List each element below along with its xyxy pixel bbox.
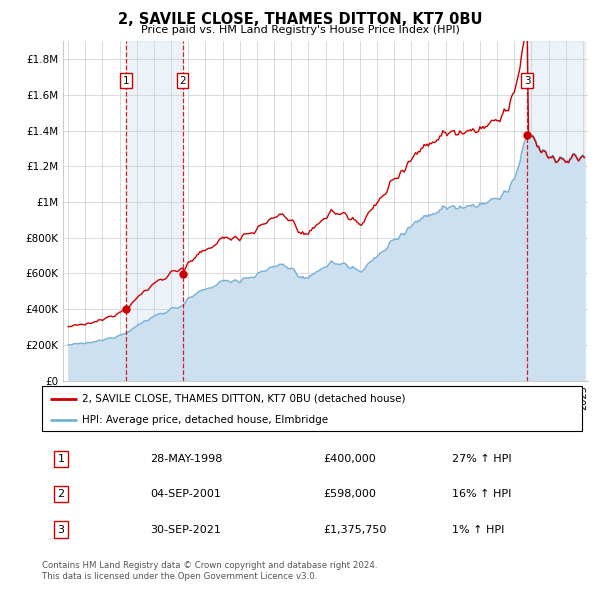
Text: 30-SEP-2021: 30-SEP-2021 bbox=[150, 525, 221, 535]
Text: Contains HM Land Registry data © Crown copyright and database right 2024.: Contains HM Land Registry data © Crown c… bbox=[42, 560, 377, 569]
Text: 2: 2 bbox=[179, 76, 186, 86]
Text: HPI: Average price, detached house, Elmbridge: HPI: Average price, detached house, Elmb… bbox=[83, 415, 329, 425]
Text: This data is licensed under the Open Government Licence v3.0.: This data is licensed under the Open Gov… bbox=[42, 572, 317, 581]
Text: 3: 3 bbox=[58, 525, 64, 535]
Text: 2, SAVILE CLOSE, THAMES DITTON, KT7 0BU: 2, SAVILE CLOSE, THAMES DITTON, KT7 0BU bbox=[118, 12, 482, 27]
Text: 1: 1 bbox=[122, 76, 129, 86]
Text: 2, SAVILE CLOSE, THAMES DITTON, KT7 0BU (detached house): 2, SAVILE CLOSE, THAMES DITTON, KT7 0BU … bbox=[83, 394, 406, 404]
Text: 04-SEP-2001: 04-SEP-2001 bbox=[150, 489, 221, 499]
Text: 28-MAY-1998: 28-MAY-1998 bbox=[150, 454, 223, 464]
Text: 3: 3 bbox=[524, 76, 530, 86]
Text: 27% ↑ HPI: 27% ↑ HPI bbox=[452, 454, 512, 464]
Text: 1: 1 bbox=[58, 454, 64, 464]
Text: 16% ↑ HPI: 16% ↑ HPI bbox=[452, 489, 512, 499]
Text: £400,000: £400,000 bbox=[323, 454, 376, 464]
Text: 1% ↑ HPI: 1% ↑ HPI bbox=[452, 525, 505, 535]
Text: Price paid vs. HM Land Registry's House Price Index (HPI): Price paid vs. HM Land Registry's House … bbox=[140, 25, 460, 35]
Bar bbox=[126, 41, 182, 381]
Text: £1,375,750: £1,375,750 bbox=[323, 525, 386, 535]
Text: £598,000: £598,000 bbox=[323, 489, 376, 499]
FancyBboxPatch shape bbox=[42, 386, 582, 431]
Text: 2: 2 bbox=[58, 489, 64, 499]
Bar bbox=[527, 41, 584, 381]
